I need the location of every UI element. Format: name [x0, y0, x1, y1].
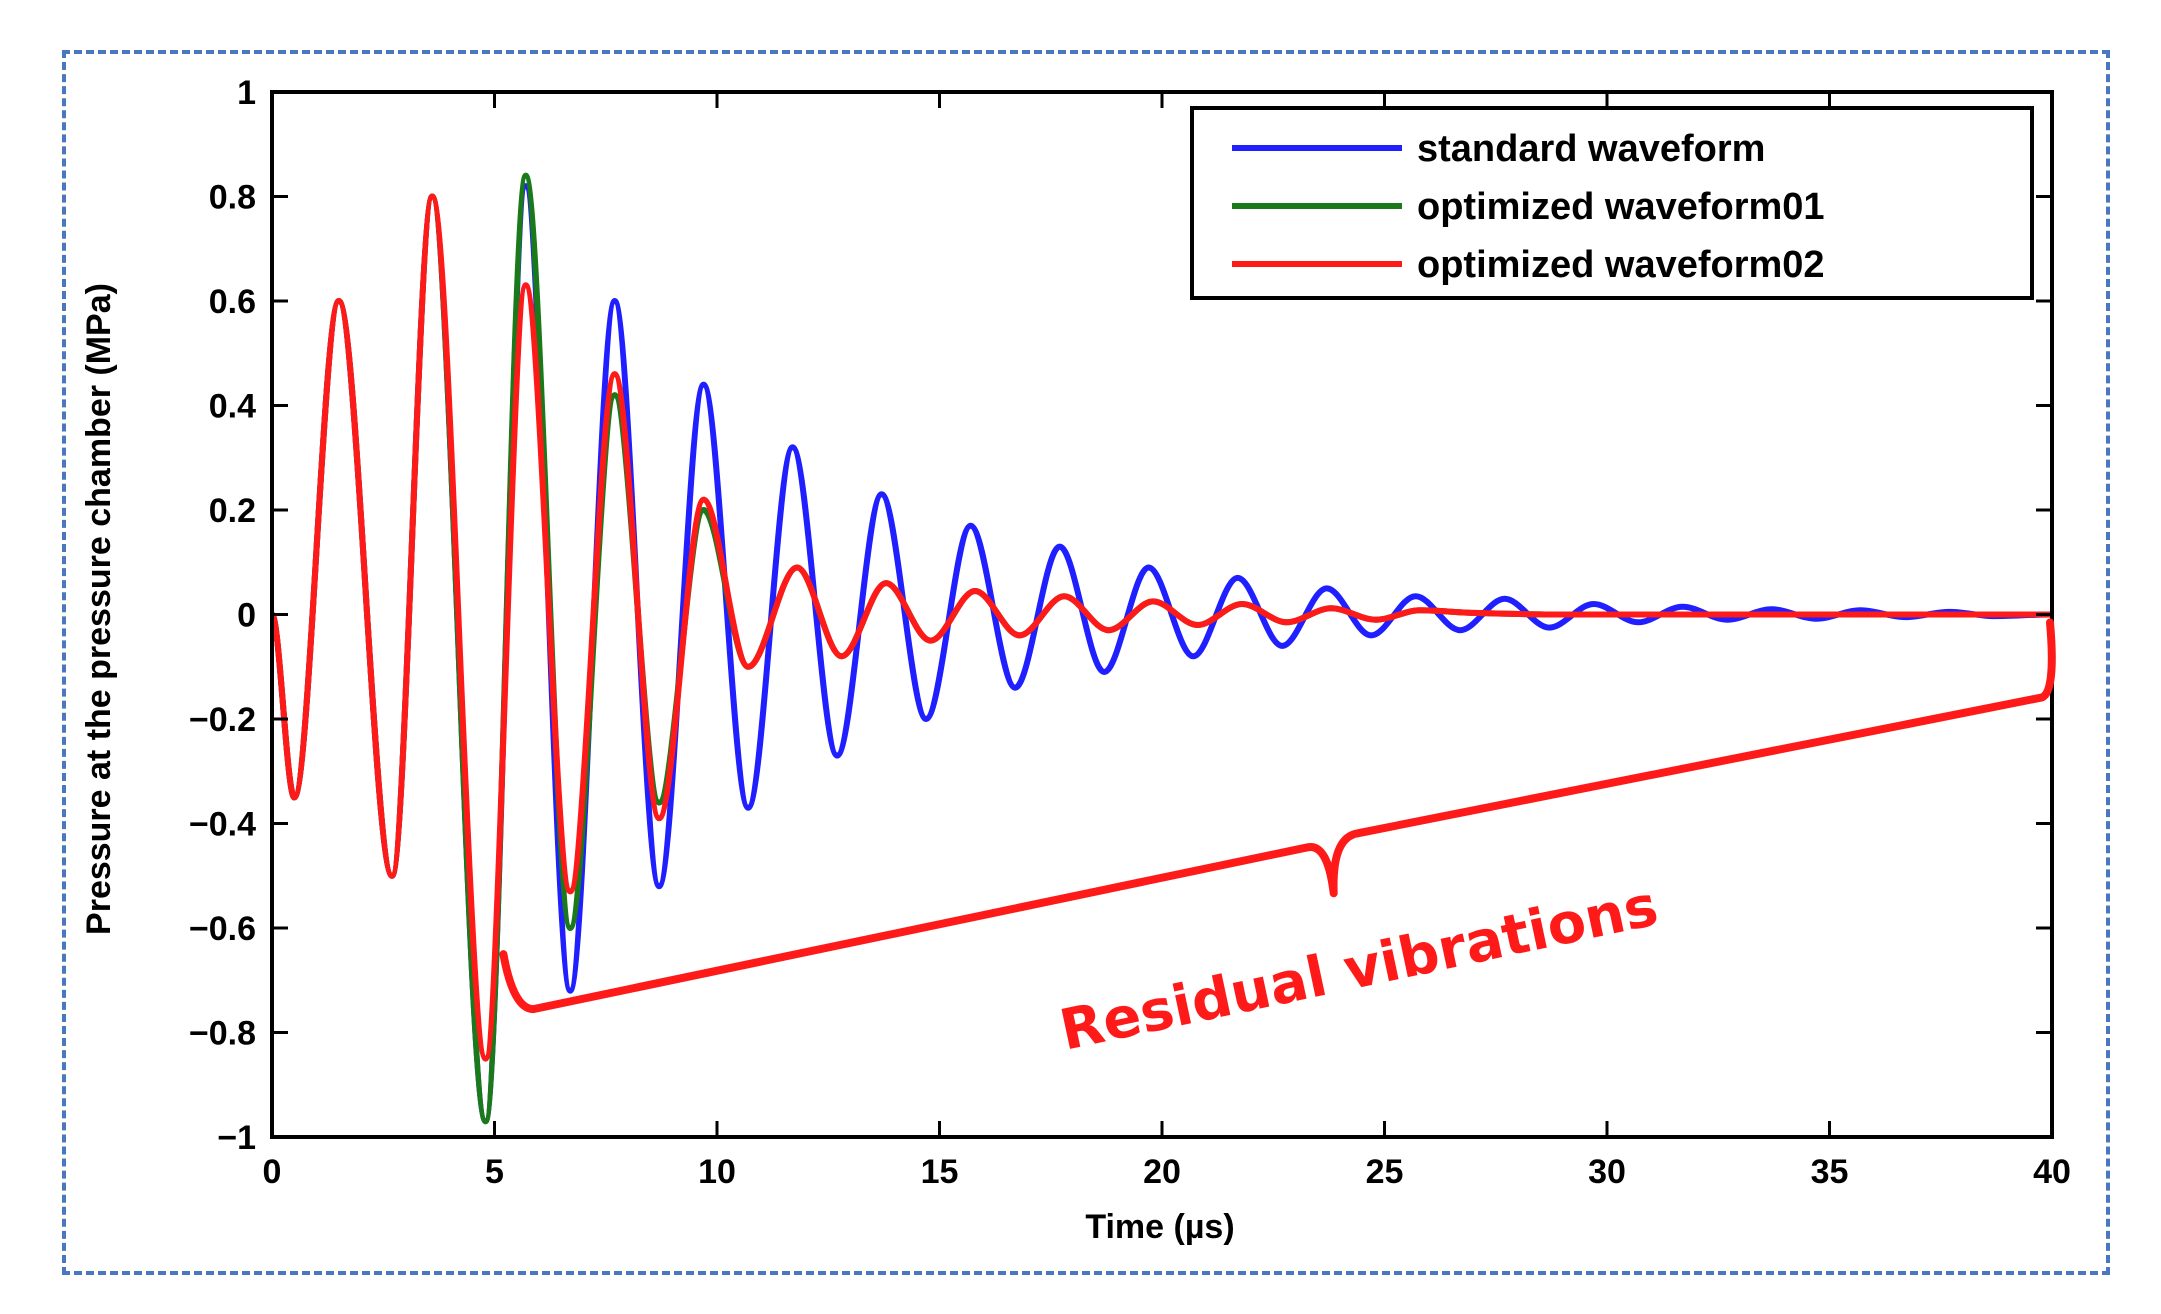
- x-tick-label-40: 40: [2033, 1153, 2071, 1191]
- y-tick-label-1: 0.8: [209, 179, 256, 217]
- figure-frame: [62, 50, 2110, 1275]
- annotation: [499, 618, 2056, 1014]
- y-tick-label-2: 0.6: [209, 283, 256, 321]
- x-tick-label-35: 35: [1811, 1153, 1849, 1191]
- y-tick-label-6: −0.2: [189, 701, 256, 739]
- x-tick-label-30: 30: [1588, 1153, 1626, 1191]
- y-tick-label-3: 0.4: [209, 388, 256, 426]
- x-tick-label-15: 15: [921, 1153, 959, 1191]
- legend-label-optimized-waveform02: optimized waveform02: [1417, 244, 1825, 286]
- y-tick-label-9: −0.8: [189, 1015, 256, 1053]
- axes: 0 5 10 15 20 25 30 35 40 1 0.8 0.6 0.4 0.2 0 −0.2 −0.4 −0…: [189, 74, 2071, 1191]
- y-tick-label-8: −0.6: [189, 910, 256, 948]
- x-tick-label-25: 25: [1366, 1153, 1404, 1191]
- series-lines: [269, 172, 2053, 1125]
- x-tick-label-0: 0: [263, 1153, 282, 1191]
- y-axis-title: Pressure at the pressure chamber (MPa): [80, 283, 118, 935]
- y-tick-label-4: 0.2: [209, 492, 256, 530]
- legend-label-optimized-waveform01: optimized waveform01: [1417, 186, 1825, 228]
- x-tick-label-20: 20: [1143, 1153, 1181, 1191]
- legend-label-standard-waveform: standard waveform: [1417, 128, 1765, 170]
- y-tick-label-10: −1: [217, 1119, 256, 1157]
- y-tick-label-7: −0.4: [189, 806, 256, 844]
- annotation-bracket: [499, 618, 2056, 1014]
- series-line-optimized-waveform02: [269, 193, 2052, 1062]
- y-tick-label-5: 0: [237, 597, 256, 635]
- legend: standard waveform optimized waveform01 opt…: [1190, 106, 2034, 300]
- x-axis-title: Time (µs): [1085, 1208, 1234, 1246]
- x-tick-label-5: 5: [485, 1153, 504, 1191]
- y-tick-label-0: 1: [237, 74, 256, 112]
- x-tick-label-10: 10: [698, 1153, 736, 1191]
